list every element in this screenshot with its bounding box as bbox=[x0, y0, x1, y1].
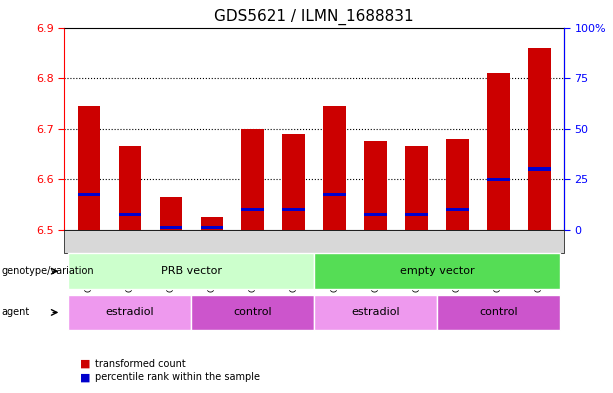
Text: control: control bbox=[234, 307, 272, 318]
Bar bbox=[78, 193, 100, 196]
Text: PRB vector: PRB vector bbox=[161, 266, 222, 276]
Text: estradiol: estradiol bbox=[105, 307, 154, 318]
Text: transformed count: transformed count bbox=[95, 358, 186, 369]
Bar bbox=[324, 106, 346, 230]
Bar bbox=[405, 147, 428, 230]
Text: genotype/variation: genotype/variation bbox=[2, 266, 94, 276]
Bar bbox=[119, 147, 141, 230]
Text: ■: ■ bbox=[80, 372, 90, 382]
Bar bbox=[283, 134, 305, 230]
Bar bbox=[242, 208, 264, 211]
Bar bbox=[528, 167, 550, 171]
Bar bbox=[487, 73, 509, 230]
Bar bbox=[364, 213, 387, 217]
Bar bbox=[324, 193, 346, 196]
Text: estradiol: estradiol bbox=[351, 307, 400, 318]
Text: ■: ■ bbox=[80, 358, 90, 369]
Bar bbox=[405, 213, 428, 217]
Bar bbox=[487, 178, 509, 181]
Text: agent: agent bbox=[2, 307, 30, 318]
Bar bbox=[159, 197, 182, 230]
Bar bbox=[119, 213, 141, 217]
Bar bbox=[200, 217, 223, 230]
Bar bbox=[446, 139, 469, 230]
Text: empty vector: empty vector bbox=[400, 266, 474, 276]
Bar bbox=[446, 208, 469, 211]
Bar bbox=[159, 226, 182, 229]
Text: percentile rank within the sample: percentile rank within the sample bbox=[95, 372, 260, 382]
Bar bbox=[242, 129, 264, 230]
Bar bbox=[283, 208, 305, 211]
Title: GDS5621 / ILMN_1688831: GDS5621 / ILMN_1688831 bbox=[215, 9, 414, 25]
Bar bbox=[200, 226, 223, 229]
Text: control: control bbox=[479, 307, 518, 318]
Bar bbox=[78, 106, 100, 230]
Bar bbox=[528, 48, 550, 230]
Bar bbox=[364, 141, 387, 230]
